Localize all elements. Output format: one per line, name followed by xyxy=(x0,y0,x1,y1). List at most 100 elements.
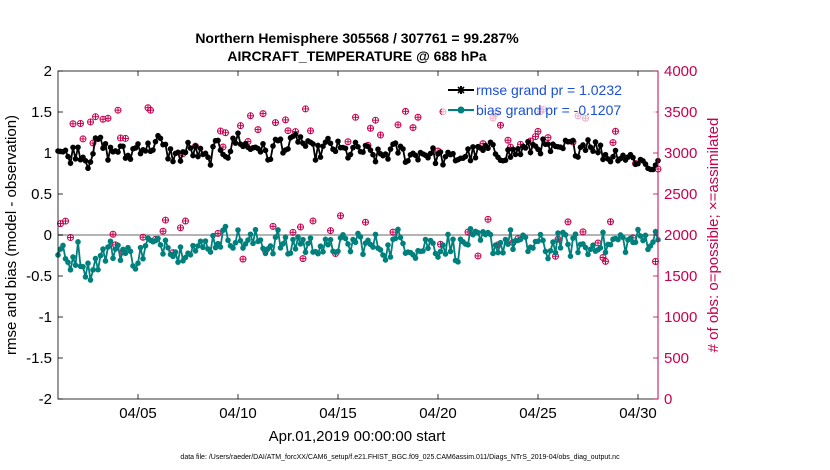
x-tick-label: 04/15 xyxy=(319,405,357,422)
bias-point xyxy=(365,237,371,244)
rmse-point xyxy=(395,150,401,156)
bias-point xyxy=(397,234,404,241)
bias-point xyxy=(357,234,364,240)
bias-point xyxy=(380,252,386,258)
rmse-point xyxy=(585,137,591,143)
rmse-point xyxy=(620,152,626,159)
bias-point xyxy=(395,226,401,233)
rmse-point xyxy=(310,141,316,147)
bias-point xyxy=(622,249,629,256)
rmse-point xyxy=(502,157,509,164)
rmse-point xyxy=(372,158,379,165)
rmse-point xyxy=(227,148,234,155)
rmse-point xyxy=(332,148,339,155)
plot-area xyxy=(55,104,662,283)
bias-point xyxy=(127,248,134,255)
bias-point xyxy=(115,242,121,248)
bias-point xyxy=(440,242,446,248)
x-axis-label: Apr.01,2019 00:00:00 start xyxy=(269,428,447,445)
rmse-point xyxy=(257,149,264,155)
rmse-point xyxy=(587,144,594,150)
rmse-point xyxy=(462,153,469,160)
bias-point xyxy=(100,246,106,252)
bias-point xyxy=(322,236,329,243)
bias-point xyxy=(80,263,86,270)
rmse-point xyxy=(600,156,606,163)
y-right-tick-label: 2500 xyxy=(664,186,697,203)
rmse-point xyxy=(142,148,149,154)
bias-point xyxy=(602,249,609,256)
rmse-point xyxy=(610,153,616,160)
rmse-point xyxy=(512,151,519,158)
bias-point xyxy=(465,242,471,248)
bias-point xyxy=(252,226,259,233)
rmse-point xyxy=(437,149,444,155)
bias-point xyxy=(635,226,641,233)
x-tick-label: 04/10 xyxy=(219,405,257,422)
rmse-point xyxy=(545,141,551,147)
rmse-point xyxy=(115,149,121,155)
rmse-point xyxy=(425,154,431,161)
rmse-series-markers xyxy=(55,130,661,173)
rmse-point xyxy=(210,143,216,150)
y-left-tick-label: -2 xyxy=(39,391,52,408)
legend-box xyxy=(442,78,656,122)
bias-point xyxy=(295,234,301,240)
rmse-point xyxy=(187,145,194,151)
rmse-point xyxy=(72,156,79,162)
bias-point xyxy=(525,248,531,255)
bias-point xyxy=(65,259,71,266)
rmse-point xyxy=(335,138,341,145)
bias-point xyxy=(352,239,359,246)
bias-point xyxy=(257,237,264,243)
bias-series-markers xyxy=(55,223,661,283)
bias-point xyxy=(132,266,139,272)
rmse-point xyxy=(107,144,114,151)
bias-point xyxy=(492,242,499,248)
rmse-point xyxy=(230,135,236,142)
rmse-point xyxy=(607,158,614,165)
bias-point xyxy=(290,236,296,243)
bias-point xyxy=(640,237,646,244)
rmse-point xyxy=(185,139,191,146)
bias-point xyxy=(280,241,286,247)
rmse-point xyxy=(205,154,211,161)
rmse-point xyxy=(232,140,239,146)
bias-point xyxy=(422,236,429,243)
x-tick-label: 04/30 xyxy=(619,405,657,422)
bias-point xyxy=(342,235,349,242)
bias-point xyxy=(537,231,544,238)
rmse-point xyxy=(315,142,321,149)
bias-point xyxy=(477,237,484,243)
bias-point xyxy=(212,244,219,251)
rmse-point xyxy=(90,150,96,157)
bias-point xyxy=(385,242,391,248)
bias-point xyxy=(292,246,299,252)
rmse-point xyxy=(535,146,541,153)
rmse-point xyxy=(382,151,389,157)
rmse-point xyxy=(285,146,291,152)
rmse-point xyxy=(235,130,241,136)
rmse-point xyxy=(472,154,479,161)
bias-point xyxy=(467,225,474,232)
y-left-tick-label: 0.5 xyxy=(31,186,52,203)
bias-point xyxy=(360,251,366,258)
bias-point xyxy=(627,235,634,241)
rmse-point xyxy=(150,147,156,153)
x-axis: 04/05 04/10 04/15 04/20 04/25 04/30 xyxy=(119,71,657,422)
bias-point xyxy=(85,260,91,266)
y-right-tick-label: 4000 xyxy=(664,63,697,80)
legend-bias-label: bias grand pr = -0.1207 xyxy=(476,102,621,118)
rmse-point xyxy=(102,140,109,147)
bias-point xyxy=(260,245,266,252)
bias-point xyxy=(155,235,161,242)
rmse-point xyxy=(485,145,491,152)
bias-point xyxy=(490,250,496,257)
rmse-point xyxy=(580,142,586,148)
rmse-point xyxy=(312,157,319,163)
bias-point xyxy=(562,231,569,238)
rmse-point xyxy=(590,148,596,154)
rmse-point xyxy=(385,156,391,162)
bias-point xyxy=(317,243,324,250)
